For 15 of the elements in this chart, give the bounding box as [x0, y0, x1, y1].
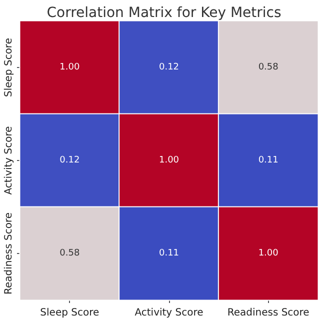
data-label: 0.58: [60, 248, 80, 258]
data-label: 1.00: [60, 62, 80, 72]
x-tick-label: Sleep Score: [40, 308, 100, 318]
x-tick-label: Readiness Score: [227, 308, 310, 318]
y-tick-label: Activity Score: [4, 126, 14, 195]
chart-title: Correlation Matrix for Key Metrics: [46, 5, 282, 21]
data-label: 0.11: [158, 248, 180, 258]
data-label: 0.12: [60, 156, 80, 166]
data-label: 1.00: [258, 248, 279, 258]
data-label: 1.00: [158, 156, 180, 166]
data-label: 0.11: [258, 156, 278, 166]
data-label: 0.12: [158, 62, 180, 72]
data-label: 0.58: [258, 62, 279, 72]
y-tick-label: Sleep Score: [4, 38, 14, 97]
x-tick-label: Activity Score: [134, 308, 204, 318]
